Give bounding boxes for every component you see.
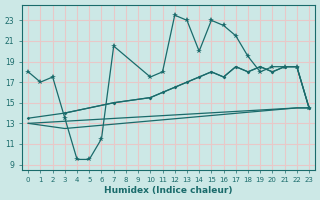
X-axis label: Humidex (Indice chaleur): Humidex (Indice chaleur) (104, 186, 233, 195)
